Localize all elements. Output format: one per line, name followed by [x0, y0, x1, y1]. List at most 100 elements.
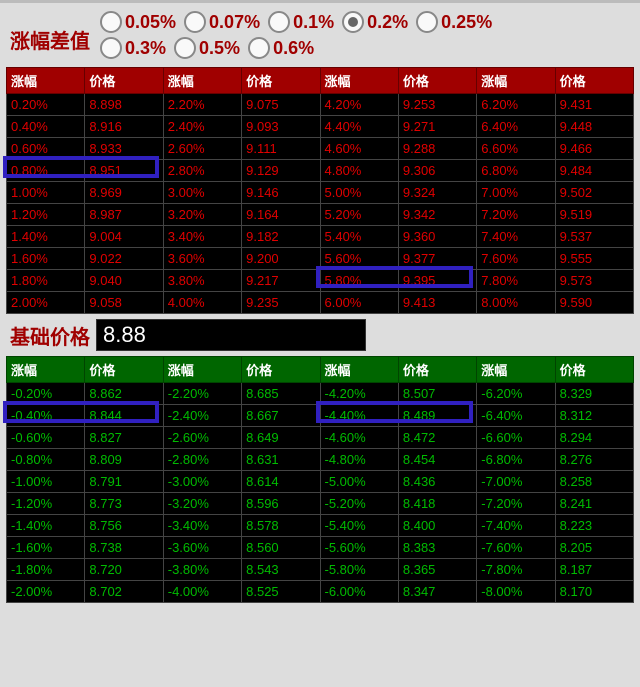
cell: -5.60%: [320, 537, 398, 559]
table-row: -1.00%8.791-3.00%8.614-5.00%8.436-7.00%8…: [7, 471, 634, 493]
table-row: 1.20%8.9873.20%9.1645.20%9.3427.20%9.519: [7, 204, 634, 226]
radio-step-005[interactable]: 0.05%: [100, 11, 176, 33]
cell: 0.60%: [7, 138, 85, 160]
cell: 9.590: [555, 292, 633, 314]
cell: 9.271: [398, 116, 476, 138]
cell: 8.543: [242, 559, 320, 581]
cell: 2.60%: [163, 138, 241, 160]
cell: 7.80%: [477, 270, 555, 292]
cell: 9.075: [242, 94, 320, 116]
cell: 7.00%: [477, 182, 555, 204]
cell: 8.187: [555, 559, 633, 581]
cell: -0.80%: [7, 449, 85, 471]
cell: 9.111: [242, 138, 320, 160]
cell: 8.258: [555, 471, 633, 493]
radio-icon: [174, 37, 196, 59]
step-title: 涨幅差值: [10, 25, 90, 54]
cell: 3.20%: [163, 204, 241, 226]
cell: -8.00%: [477, 581, 555, 603]
table-row: 1.80%9.0403.80%9.2175.80%9.3957.80%9.573: [7, 270, 634, 292]
cell: -0.20%: [7, 383, 85, 405]
base-price-input[interactable]: [96, 319, 366, 351]
cell: -1.00%: [7, 471, 85, 493]
step-selector-section: 涨幅差值 0.05% 0.07% 0.1% 0.2% 0.25% 0.3% 0.5% 0.6%: [0, 0, 640, 65]
cell: 9.288: [398, 138, 476, 160]
cell: -0.40%: [7, 405, 85, 427]
cell: 9.129: [242, 160, 320, 182]
cell: 0.80%: [7, 160, 85, 182]
base-price-label: 基础价格: [10, 321, 90, 350]
cell: 2.40%: [163, 116, 241, 138]
down-price-table: 涨幅价格涨幅价格涨幅价格涨幅价格-0.20%8.862-2.20%8.685-4…: [6, 356, 634, 603]
cell: -1.80%: [7, 559, 85, 581]
cell: -7.20%: [477, 493, 555, 515]
radio-step-05[interactable]: 0.5%: [174, 37, 240, 59]
cell: 9.519: [555, 204, 633, 226]
cell: 8.862: [85, 383, 163, 405]
table-row: -1.40%8.756-3.40%8.578-5.40%8.400-7.40%8…: [7, 515, 634, 537]
cell: 5.40%: [320, 226, 398, 248]
base-price-row: 基础价格: [0, 316, 640, 354]
cell: -2.00%: [7, 581, 85, 603]
col-header-pct: 涨幅: [7, 68, 85, 94]
cell: 9.093: [242, 116, 320, 138]
radio-label: 0.6%: [273, 38, 314, 59]
cell: -2.60%: [163, 427, 241, 449]
col-header-price: 价格: [85, 357, 163, 383]
cell: 8.933: [85, 138, 163, 160]
cell: 0.20%: [7, 94, 85, 116]
radio-icon: [342, 11, 364, 33]
cell: 8.489: [398, 405, 476, 427]
cell: 4.40%: [320, 116, 398, 138]
cell: -1.20%: [7, 493, 85, 515]
radio-step-025[interactable]: 0.25%: [416, 11, 492, 33]
radio-step-03[interactable]: 0.3%: [100, 37, 166, 59]
cell: 9.058: [85, 292, 163, 314]
cell: 8.987: [85, 204, 163, 226]
cell: 4.20%: [320, 94, 398, 116]
table-row: -0.40%8.844-2.40%8.667-4.40%8.489-6.40%8…: [7, 405, 634, 427]
cell: 5.20%: [320, 204, 398, 226]
cell: 9.164: [242, 204, 320, 226]
col-header-price: 价格: [555, 357, 633, 383]
radio-area: 涨幅差值 0.05% 0.07% 0.1% 0.2% 0.25% 0.3% 0.5% 0.6%: [10, 11, 630, 59]
radio-step-06[interactable]: 0.6%: [248, 37, 314, 59]
cell: 8.773: [85, 493, 163, 515]
cell: 8.223: [555, 515, 633, 537]
cell: 3.00%: [163, 182, 241, 204]
cell: 8.916: [85, 116, 163, 138]
col-header-pct: 涨幅: [7, 357, 85, 383]
radio-icon: [248, 37, 270, 59]
radio-step-01[interactable]: 0.1%: [268, 11, 334, 33]
cell: 6.20%: [477, 94, 555, 116]
table-row: 1.60%9.0223.60%9.2005.60%9.3777.60%9.555: [7, 248, 634, 270]
table-row: 2.00%9.0584.00%9.2356.00%9.4138.00%9.590: [7, 292, 634, 314]
cell: 8.365: [398, 559, 476, 581]
cell: 9.413: [398, 292, 476, 314]
cell: 8.720: [85, 559, 163, 581]
cell: 8.578: [242, 515, 320, 537]
radio-icon: [268, 11, 290, 33]
cell: 8.472: [398, 427, 476, 449]
cell: 9.466: [555, 138, 633, 160]
radio-step-02[interactable]: 0.2%: [342, 11, 408, 33]
radio-step-007[interactable]: 0.07%: [184, 11, 260, 33]
cell: 9.040: [85, 270, 163, 292]
cell: 9.431: [555, 94, 633, 116]
cell: 9.555: [555, 248, 633, 270]
cell: 6.00%: [320, 292, 398, 314]
cell: 1.20%: [7, 204, 85, 226]
cell: -6.00%: [320, 581, 398, 603]
cell: 8.436: [398, 471, 476, 493]
cell: -5.20%: [320, 493, 398, 515]
col-header-price: 价格: [555, 68, 633, 94]
cell: 9.022: [85, 248, 163, 270]
cell: -4.40%: [320, 405, 398, 427]
cell: -6.80%: [477, 449, 555, 471]
radio-label: 0.2%: [367, 12, 408, 33]
cell: -5.00%: [320, 471, 398, 493]
cell: 1.40%: [7, 226, 85, 248]
table-row: 0.60%8.9332.60%9.1114.60%9.2886.60%9.466: [7, 138, 634, 160]
cell: 1.80%: [7, 270, 85, 292]
cell: 9.235: [242, 292, 320, 314]
